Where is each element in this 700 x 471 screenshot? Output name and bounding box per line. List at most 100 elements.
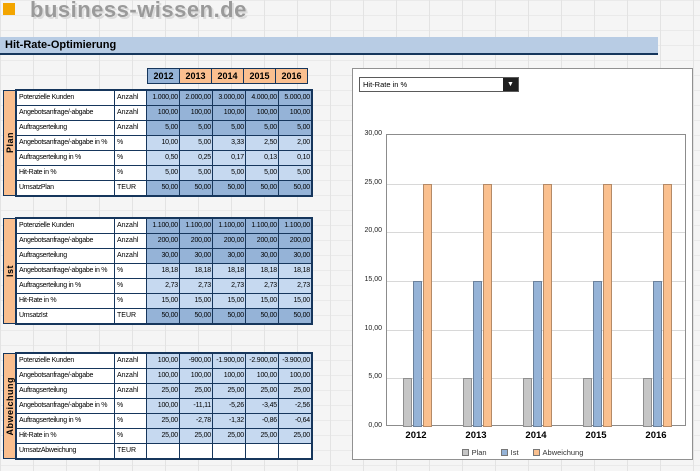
- value-cell[interactable]: 50,00: [147, 181, 180, 196]
- row-label-cell[interactable]: Angebotsanfrage/-abgabe: [17, 369, 115, 384]
- row-label-cell[interactable]: Hit-Rate in %: [17, 166, 115, 181]
- value-cell[interactable]: 3.000,00: [213, 91, 246, 106]
- value-cell[interactable]: 5,00: [213, 121, 246, 136]
- row-label-cell[interactable]: Angebotsanfrage/-abgabe: [17, 106, 115, 121]
- value-cell[interactable]: 5,00: [213, 166, 246, 181]
- value-cell[interactable]: 25,00: [213, 384, 246, 399]
- value-cell[interactable]: 30,00: [213, 249, 246, 264]
- value-cell[interactable]: 50,00: [279, 309, 312, 324]
- value-cell[interactable]: 100,00: [180, 369, 213, 384]
- value-cell[interactable]: 50,00: [213, 181, 246, 196]
- value-cell[interactable]: 30,00: [180, 249, 213, 264]
- value-cell[interactable]: -2.900,00: [246, 354, 279, 369]
- value-cell[interactable]: 50,00: [213, 309, 246, 324]
- value-cell[interactable]: 10,00: [147, 136, 180, 151]
- value-cell[interactable]: 15,00: [246, 294, 279, 309]
- value-cell[interactable]: -2,78: [180, 414, 213, 429]
- value-cell[interactable]: 2,73: [279, 279, 312, 294]
- value-cell[interactable]: 18,18: [213, 264, 246, 279]
- value-cell[interactable]: 200,00: [246, 234, 279, 249]
- chart-metric-dropdown[interactable]: Hit-Rate in % ▼: [359, 77, 519, 92]
- value-cell[interactable]: 25,00: [213, 429, 246, 444]
- value-cell[interactable]: 0,10: [279, 151, 312, 166]
- unit-cell[interactable]: TEUR: [115, 444, 147, 459]
- unit-cell[interactable]: Anzahl: [115, 369, 147, 384]
- unit-cell[interactable]: %: [115, 429, 147, 444]
- value-cell[interactable]: 2,73: [147, 279, 180, 294]
- unit-cell[interactable]: %: [115, 399, 147, 414]
- value-cell[interactable]: [213, 444, 246, 459]
- year-header-2014[interactable]: 2014: [211, 68, 244, 84]
- value-cell[interactable]: 50,00: [180, 181, 213, 196]
- value-cell[interactable]: 2,73: [180, 279, 213, 294]
- value-cell[interactable]: 50,00: [147, 309, 180, 324]
- value-cell[interactable]: 100,00: [246, 106, 279, 121]
- value-cell[interactable]: -5,26: [213, 399, 246, 414]
- value-cell[interactable]: [180, 444, 213, 459]
- value-cell[interactable]: 15,00: [279, 294, 312, 309]
- unit-cell[interactable]: Anzahl: [115, 384, 147, 399]
- row-label-cell[interactable]: Potenzielle Kunden: [17, 219, 115, 234]
- value-cell[interactable]: 25,00: [147, 429, 180, 444]
- unit-cell[interactable]: %: [115, 166, 147, 181]
- value-cell[interactable]: 2.000,00: [180, 91, 213, 106]
- value-cell[interactable]: -1.900,00: [213, 354, 246, 369]
- row-label-cell[interactable]: Auftragserteilung: [17, 121, 115, 136]
- row-label-cell[interactable]: Hit-Rate in %: [17, 429, 115, 444]
- unit-cell[interactable]: Anzahl: [115, 91, 147, 106]
- unit-cell[interactable]: %: [115, 279, 147, 294]
- value-cell[interactable]: 2,73: [246, 279, 279, 294]
- value-cell[interactable]: 15,00: [213, 294, 246, 309]
- value-cell[interactable]: 25,00: [279, 384, 312, 399]
- row-label-cell[interactable]: UmsatzIst: [17, 309, 115, 324]
- row-label-cell[interactable]: UmsatzPlan: [17, 181, 115, 196]
- value-cell[interactable]: 100,00: [246, 369, 279, 384]
- value-cell[interactable]: 1.000,00: [147, 91, 180, 106]
- value-cell[interactable]: [147, 444, 180, 459]
- value-cell[interactable]: 25,00: [147, 414, 180, 429]
- chart-panel[interactable]: Hit-Rate in % ▼ 30,00 25,00 20,00 15,00 10,0…: [352, 68, 693, 460]
- row-label-cell[interactable]: Potenzielle Kunden: [17, 91, 115, 106]
- value-cell[interactable]: 30,00: [246, 249, 279, 264]
- value-cell[interactable]: 2,73: [213, 279, 246, 294]
- value-cell[interactable]: 0,50: [147, 151, 180, 166]
- unit-cell[interactable]: %: [115, 414, 147, 429]
- value-cell[interactable]: 100,00: [147, 106, 180, 121]
- row-label-cell[interactable]: Angebotsanfrage/-abgabe: [17, 234, 115, 249]
- value-cell[interactable]: 5,00: [180, 166, 213, 181]
- row-label-cell[interactable]: Angebotsanfrage/-abgabe in %: [17, 136, 115, 151]
- value-cell[interactable]: 5.000,00: [279, 91, 312, 106]
- unit-cell[interactable]: TEUR: [115, 181, 147, 196]
- unit-cell[interactable]: %: [115, 136, 147, 151]
- value-cell[interactable]: 2,00: [279, 136, 312, 151]
- value-cell[interactable]: 18,18: [147, 264, 180, 279]
- row-label-cell[interactable]: Auftragserteilung in %: [17, 151, 115, 166]
- value-cell[interactable]: 1.100,00: [279, 219, 312, 234]
- value-cell[interactable]: 18,18: [180, 264, 213, 279]
- value-cell[interactable]: -2,56: [279, 399, 312, 414]
- unit-cell[interactable]: %: [115, 151, 147, 166]
- row-label-cell[interactable]: Angebotsanfrage/-abgabe in %: [17, 399, 115, 414]
- value-cell[interactable]: 3,33: [213, 136, 246, 151]
- unit-cell[interactable]: Anzahl: [115, 106, 147, 121]
- year-header-2012[interactable]: 2012: [147, 68, 180, 84]
- value-cell[interactable]: 50,00: [246, 181, 279, 196]
- row-label-cell[interactable]: Auftragserteilung: [17, 384, 115, 399]
- value-cell[interactable]: -1,32: [213, 414, 246, 429]
- value-cell[interactable]: 30,00: [147, 249, 180, 264]
- value-cell[interactable]: 100,00: [180, 106, 213, 121]
- value-cell[interactable]: 0,13: [246, 151, 279, 166]
- value-cell[interactable]: -0,64: [279, 414, 312, 429]
- value-cell[interactable]: -11,11: [180, 399, 213, 414]
- row-label-cell[interactable]: Auftragserteilung in %: [17, 279, 115, 294]
- value-cell[interactable]: 1.100,00: [147, 219, 180, 234]
- value-cell[interactable]: 25,00: [180, 384, 213, 399]
- value-cell[interactable]: 100,00: [147, 399, 180, 414]
- value-cell[interactable]: 15,00: [147, 294, 180, 309]
- value-cell[interactable]: 2,50: [246, 136, 279, 151]
- value-cell[interactable]: 18,18: [246, 264, 279, 279]
- value-cell[interactable]: 25,00: [279, 429, 312, 444]
- value-cell[interactable]: 5,00: [180, 121, 213, 136]
- value-cell[interactable]: -3.900,00: [279, 354, 312, 369]
- row-label-cell[interactable]: Hit-Rate in %: [17, 294, 115, 309]
